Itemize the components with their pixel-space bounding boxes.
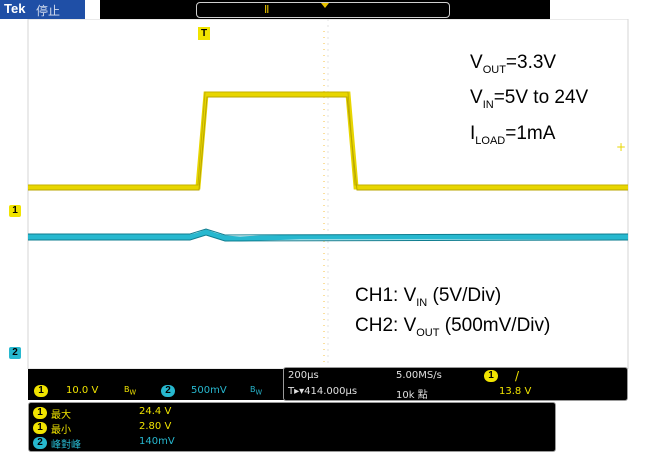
ch1-annotation-prefix: CH1: V [355, 285, 417, 306]
ch2-scale-value[interactable]: 500mV [191, 385, 227, 396]
measurement-value: 24.4 V [139, 406, 172, 417]
ch2-badge[interactable]: 2 [161, 385, 175, 397]
brand-area [0, 0, 85, 19]
measurement-source-badge: 2 [33, 437, 47, 449]
timebase-panel[interactable]: 200µs 5.00MS/s T▸▾414.000µs 10k 點 1 / 13… [283, 367, 628, 401]
ch1-bandwidth-limit-icon: BW [124, 385, 137, 397]
acquisition-status: 停止 [36, 4, 61, 18]
measurement-source-badge: 1 [33, 422, 47, 434]
vout-subscript: OUT [482, 63, 506, 76]
vout-prefix: V [470, 52, 483, 73]
trigger-slope-icon: / [515, 369, 520, 383]
measurement-row[interactable]: 1 最大 24.4 V [33, 406, 233, 421]
trigger-level-icon: + [616, 140, 626, 154]
measurement-label: 峰對峰 [51, 440, 81, 451]
ch1-trace-noise-top [28, 91, 628, 186]
record-overview-bar[interactable] [100, 0, 550, 19]
ch1-waveform [28, 91, 628, 191]
ch1-scale-annotation: CH1: VIN (5V/Div) [355, 285, 501, 309]
vin-prefix: V [470, 87, 483, 108]
ch2-annotation-scale: (500mV/Div) [439, 315, 551, 336]
record-length: 10k 點 [396, 390, 428, 401]
record-center-icon [321, 3, 329, 8]
measurements-panel[interactable]: 1 最大 24.4 V 1 最小 2.80 V 2 峰對峰 140mV [28, 402, 556, 452]
ch2-trace-noise-top [28, 228, 629, 236]
horizontal-position[interactable]: T▸▾414.000µs [288, 386, 358, 397]
ch1-scale-value[interactable]: 10.0 V [66, 385, 99, 396]
vin-value: =5V to 24V [493, 87, 589, 108]
iload-subscript: LOAD [475, 134, 506, 147]
ch2-annotation-prefix: CH2: V [355, 315, 417, 336]
trigger-source-badge[interactable]: 1 [484, 370, 498, 382]
measurement-source-badge: 1 [33, 407, 47, 419]
channel-scale-bar[interactable]: 1 10.0 V BW 2 500mV BW [28, 369, 286, 400]
trigger-level-value[interactable]: 13.8 V [499, 386, 532, 397]
ch2-annotation-subscript: OUT [416, 326, 440, 339]
trigger-time-marker[interactable]: T [198, 27, 210, 40]
iload-value: =1mA [505, 123, 556, 144]
ch2-ground-marker[interactable]: 2 [9, 347, 21, 359]
ch2-trace-band [28, 229, 628, 242]
ch2-trace-noise-bottom [28, 234, 629, 242]
ch1-annotation-scale: (5V/Div) [427, 285, 502, 306]
ch1-ground-marker[interactable]: 1 [9, 205, 21, 217]
ch1-badge[interactable]: 1 [34, 385, 48, 397]
iload-annotation: ILOAD=1mA [470, 123, 555, 147]
ch2-bandwidth-limit-icon: BW [250, 385, 263, 397]
tek-logo: Tek [4, 1, 26, 16]
waveform-canvas: + [27, 19, 629, 369]
ch1-trace-band [28, 91, 628, 190]
ch1-trace-noise-bottom [28, 96, 628, 191]
iload-prefix: I [470, 123, 476, 144]
waveform-display[interactable]: + 1 2 T VOUT=3.3V VIN=5V to 24V ILOAD=1m… [0, 19, 648, 369]
ch1-annotation-subscript: IN [416, 296, 428, 309]
measurement-row[interactable]: 1 最小 2.80 V [33, 421, 233, 436]
measurement-value: 140mV [139, 436, 175, 447]
vin-subscript: IN [482, 98, 494, 111]
sample-rate: 5.00MS/s [396, 370, 442, 381]
vout-annotation: VOUT=3.3V [470, 52, 556, 76]
measurement-label: 最大 [51, 410, 71, 421]
trigger-position-icon: Ⅱ [264, 4, 270, 16]
vin-annotation: VIN=5V to 24V [470, 87, 588, 111]
vout-value: =3.3V [505, 52, 557, 73]
horizontal-scale[interactable]: 200µs [288, 370, 319, 381]
record-view-window[interactable] [196, 2, 450, 18]
measurement-value: 2.80 V [139, 421, 172, 432]
measurement-row[interactable]: 2 峰對峰 140mV [33, 436, 233, 451]
measurement-label: 最小 [51, 425, 71, 436]
ch2-scale-annotation: CH2: VOUT (500mV/Div) [355, 315, 550, 339]
ch2-waveform [28, 228, 629, 242]
